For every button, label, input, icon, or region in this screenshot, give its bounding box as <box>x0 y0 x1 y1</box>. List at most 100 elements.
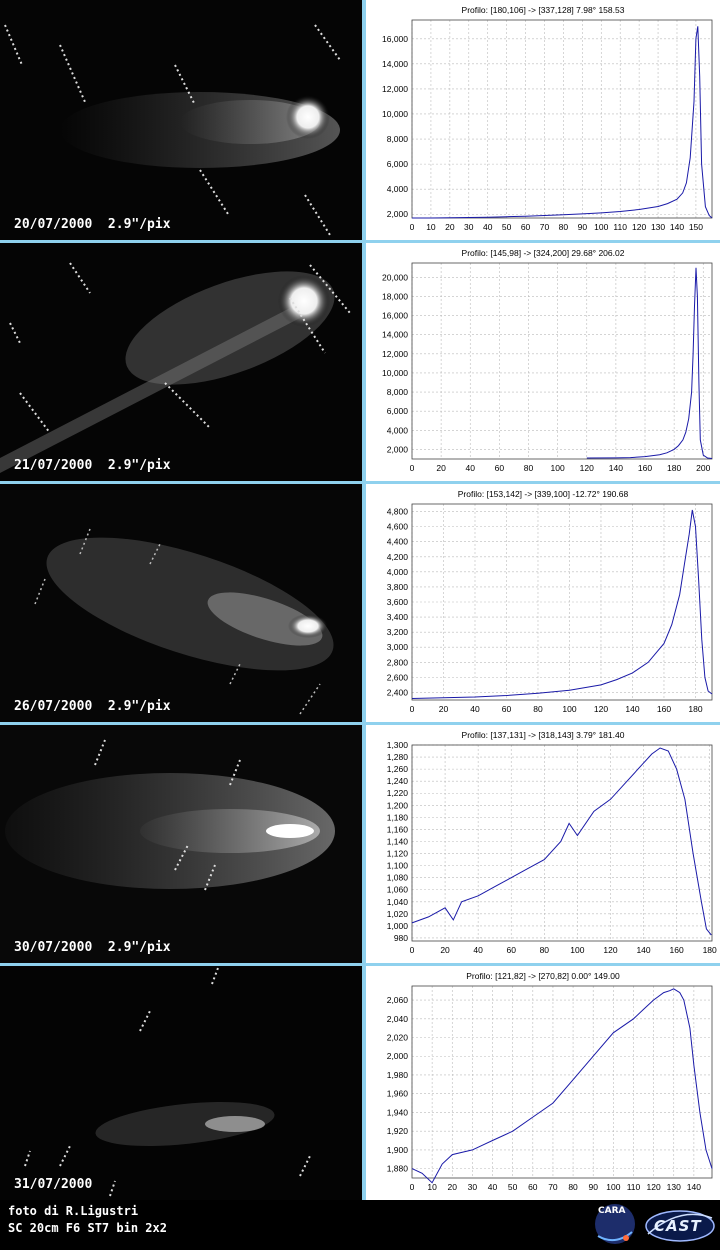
x-tick-label: 100 <box>594 222 608 232</box>
chart-title: Profilo: [137,131] -> [318,143] 3.79° 18… <box>462 730 625 740</box>
x-tick-label: 110 <box>613 222 627 232</box>
cara-logo-text: CARA <box>598 1206 626 1216</box>
comet-image <box>0 243 362 481</box>
profile-chart: Profilo: [121,82] -> [270,82] 0.00° 149.… <box>366 966 720 1200</box>
y-tick-label: 16,000 <box>382 34 408 44</box>
comet-photo: 26/07/2000 2.9"/pix <box>0 484 362 722</box>
x-tick-label: 50 <box>502 222 512 232</box>
x-tick-label: 30 <box>468 1182 478 1192</box>
y-tick-label: 3,800 <box>387 582 409 592</box>
x-tick-label: 0 <box>410 463 415 473</box>
x-tick-label: 30 <box>464 222 474 232</box>
photo-caption: 21/07/2000 2.9"/pix <box>14 458 171 473</box>
x-tick-label: 140 <box>625 704 639 714</box>
y-tick-label: 1,300 <box>387 740 409 750</box>
y-tick-label: 10,000 <box>382 368 408 378</box>
divider <box>0 963 720 966</box>
y-tick-label: 1,260 <box>387 764 409 774</box>
chart-title: Profilo: [180,106] -> [337,128] 7.98° 15… <box>462 5 625 15</box>
y-tick-label: 3,600 <box>387 597 409 607</box>
plot-frame <box>411 262 713 460</box>
y-tick-label: 1,940 <box>387 1107 409 1117</box>
credit-text: foto di R.Ligustri SC 20cm F6 ST7 bin 2x… <box>8 1203 167 1237</box>
chart-svg: Profilo: [153,142] -> [339,100] -12.72° … <box>387 489 713 714</box>
x-tick-label: 80 <box>559 222 569 232</box>
y-tick-label: 3,400 <box>387 612 409 622</box>
x-tick-label: 0 <box>410 704 415 714</box>
x-tick-label: 40 <box>466 463 476 473</box>
x-tick-label: 180 <box>688 704 702 714</box>
x-tick-label: 140 <box>670 222 684 232</box>
footer: foto di R.Ligustri SC 20cm F6 ST7 bin 2x… <box>0 1200 720 1250</box>
divider <box>362 0 366 240</box>
x-tick-label: 130 <box>667 1182 681 1192</box>
row-5: 31/07/2000 Profilo: [121,82] -> [270,82]… <box>0 966 720 1200</box>
x-tick-label: 40 <box>470 704 480 714</box>
y-tick-label: 1,280 <box>387 752 409 762</box>
y-tick-label: 4,000 <box>387 425 409 435</box>
x-tick-label: 20 <box>445 222 455 232</box>
plot-frame <box>411 503 713 701</box>
profile-chart: Profilo: [153,142] -> [339,100] -12.72° … <box>366 484 720 722</box>
x-tick-label: 50 <box>508 1182 518 1192</box>
x-tick-label: 80 <box>540 945 550 955</box>
comet-photo: 30/07/2000 2.9"/pix <box>0 725 362 963</box>
x-tick-label: 60 <box>495 463 505 473</box>
x-tick-label: 200 <box>696 463 710 473</box>
x-tick-label: 180 <box>703 945 717 955</box>
photo-caption: 20/07/2000 2.9"/pix <box>14 217 171 232</box>
y-tick-label: 18,000 <box>382 291 408 301</box>
y-tick-label: 1,120 <box>387 849 409 859</box>
y-tick-label: 12,000 <box>382 349 408 359</box>
y-tick-label: 1,160 <box>387 824 409 834</box>
row-1: 20/07/2000 2.9"/pix Profilo: [180,106] -… <box>0 0 720 240</box>
x-tick-label: 100 <box>551 463 565 473</box>
x-tick-label: 40 <box>473 945 483 955</box>
x-tick-label: 0 <box>410 1182 415 1192</box>
y-tick-label: 1,920 <box>387 1126 409 1136</box>
comet-photo: 31/07/2000 <box>0 966 362 1200</box>
cast-logo-icon <box>645 1210 715 1242</box>
x-tick-label: 120 <box>632 222 646 232</box>
divider <box>362 966 366 1200</box>
y-tick-label: 2,000 <box>387 444 409 454</box>
y-tick-label: 2,600 <box>387 672 409 682</box>
profile-line <box>586 267 713 459</box>
y-tick-label: 2,060 <box>387 995 409 1005</box>
y-tick-label: 4,200 <box>387 552 409 562</box>
x-tick-label: 100 <box>562 704 576 714</box>
y-tick-label: 2,000 <box>387 1051 409 1061</box>
x-tick-label: 130 <box>651 222 665 232</box>
y-tick-label: 4,400 <box>387 537 409 547</box>
y-tick-label: 2,800 <box>387 657 409 667</box>
y-tick-label: 4,000 <box>387 184 409 194</box>
photo-caption: 26/07/2000 2.9"/pix <box>14 699 171 714</box>
y-tick-label: 14,000 <box>382 330 408 340</box>
y-tick-label: 1,020 <box>387 909 409 919</box>
row-2: 21/07/2000 2.9"/pix Profilo: [145,98] ->… <box>0 243 720 481</box>
x-tick-label: 160 <box>657 704 671 714</box>
x-tick-label: 80 <box>524 463 534 473</box>
x-tick-label: 20 <box>436 463 446 473</box>
x-tick-label: 40 <box>488 1182 498 1192</box>
x-tick-label: 140 <box>609 463 623 473</box>
divider <box>0 240 720 243</box>
y-tick-label: 16,000 <box>382 311 408 321</box>
y-tick-label: 8,000 <box>387 387 409 397</box>
y-tick-label: 4,000 <box>387 567 409 577</box>
x-tick-label: 0 <box>410 222 415 232</box>
x-tick-label: 10 <box>427 1182 437 1192</box>
x-tick-label: 150 <box>689 222 703 232</box>
y-tick-label: 1,960 <box>387 1089 409 1099</box>
x-tick-label: 160 <box>638 463 652 473</box>
y-tick-label: 1,980 <box>387 1070 409 1080</box>
divider <box>362 725 366 963</box>
profile-chart: Profilo: [180,106] -> [337,128] 7.98° 15… <box>366 0 720 240</box>
x-tick-label: 60 <box>521 222 531 232</box>
y-tick-label: 8,000 <box>387 134 409 144</box>
plot-frame <box>411 985 713 1179</box>
profile-line <box>412 26 713 219</box>
profile-chart: Profilo: [137,131] -> [318,143] 3.79° 18… <box>366 725 720 963</box>
x-tick-label: 180 <box>667 463 681 473</box>
x-tick-label: 70 <box>540 222 550 232</box>
